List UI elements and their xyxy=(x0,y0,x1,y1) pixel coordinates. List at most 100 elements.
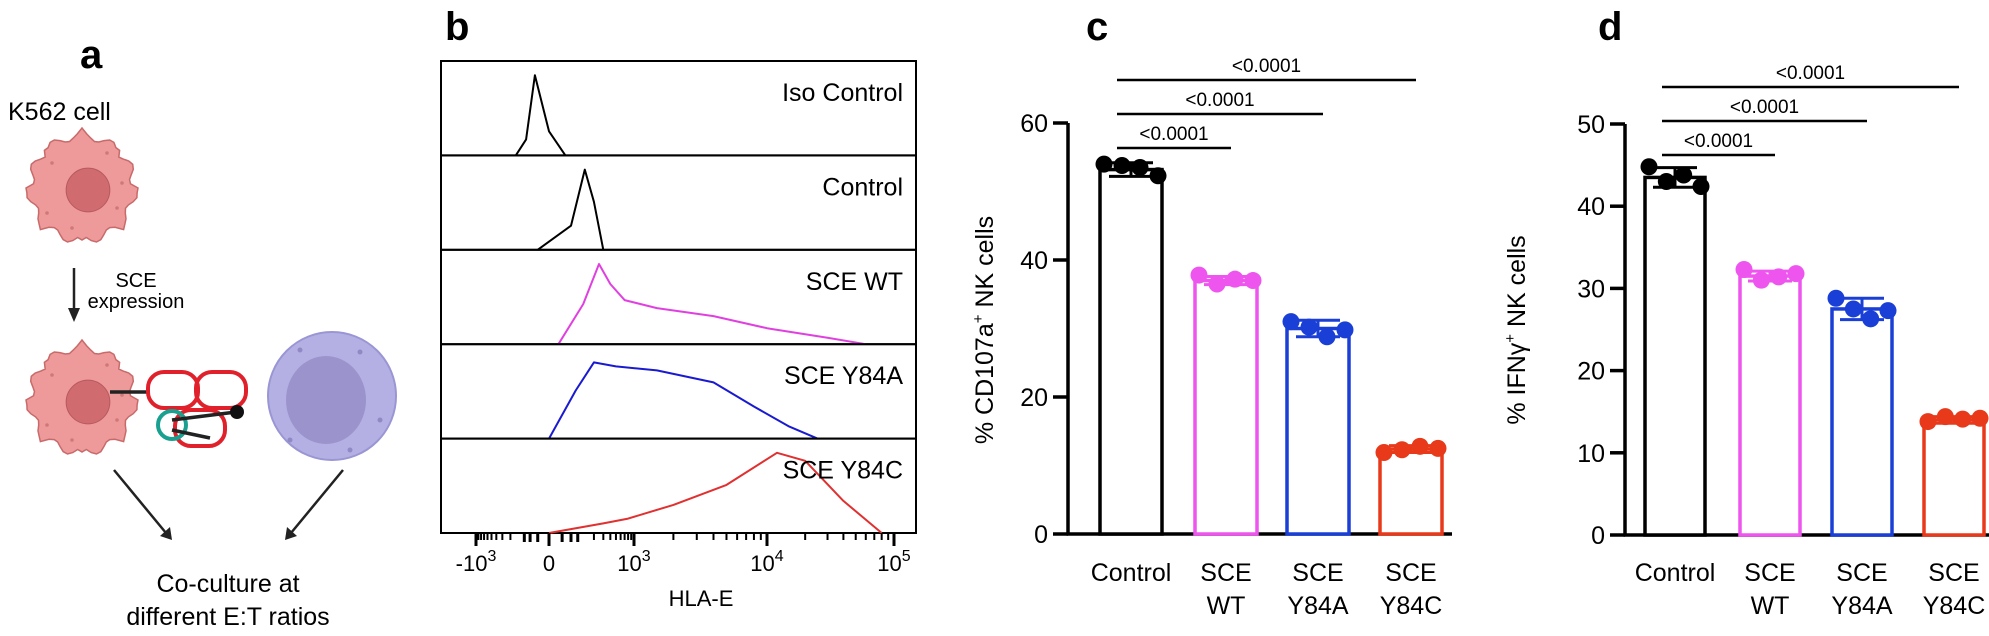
panel-d-bar-chart: d 0 10 20 30 40 50 % IFNγ+ NK cells Control SCE WT… xyxy=(1502,5,1989,620)
p-value-label: <0.0001 xyxy=(1232,56,1301,77)
data-point xyxy=(1640,158,1658,176)
panel-c-bar-chart: c 0 20 40 60 % CD107a+ NK cells Control SCE WT SC… xyxy=(970,5,1452,620)
data-point xyxy=(1190,266,1208,284)
panel-letter-d: d xyxy=(1598,5,1622,49)
category-label: WT xyxy=(1751,592,1790,620)
data-point xyxy=(1844,300,1862,318)
arrow-head-icon xyxy=(68,308,80,322)
panel-letter-c: c xyxy=(1086,5,1108,49)
bar xyxy=(1193,278,1259,536)
k562-cell-icon xyxy=(25,126,139,243)
data-point xyxy=(1244,272,1262,290)
data-point xyxy=(1208,275,1226,293)
data-point xyxy=(1879,302,1897,320)
sce-label: SCE xyxy=(115,270,156,292)
y-tick-label: 20 xyxy=(1577,358,1605,386)
category-label: SCE xyxy=(1836,559,1887,587)
category-label: SCE xyxy=(1744,559,1795,587)
sample-label: Iso Control xyxy=(782,79,903,107)
category-label: SCE xyxy=(1928,559,1979,587)
y-axis-label: % CD107a+ NK cells xyxy=(970,216,999,444)
y-tick-label: 0 xyxy=(1591,522,1605,550)
data-point xyxy=(1226,270,1244,288)
category-label: Y84C xyxy=(1923,592,1986,620)
data-point xyxy=(1336,321,1354,339)
nk-cell-icon xyxy=(267,331,397,461)
data-point xyxy=(1318,328,1336,346)
data-point xyxy=(1692,177,1710,195)
bar xyxy=(1378,447,1444,536)
data-point xyxy=(1411,437,1429,455)
y-tick-label: 50 xyxy=(1577,111,1605,139)
data-point xyxy=(1954,410,1972,428)
data-point xyxy=(1113,156,1131,174)
sample-label: SCE Y84A xyxy=(784,362,903,390)
data-point xyxy=(1752,271,1770,289)
p-value-label: <0.0001 xyxy=(1139,124,1208,145)
panel-a: a K562 cell SCE expression xyxy=(8,33,397,631)
x-tick-label: 104 xyxy=(750,548,783,576)
arrow-right-merge-icon xyxy=(285,469,344,540)
data-point xyxy=(1095,155,1113,173)
data-point xyxy=(1675,166,1693,184)
data-point xyxy=(1862,310,1880,328)
data-point xyxy=(1827,289,1845,307)
bar xyxy=(1285,326,1351,536)
bar xyxy=(1738,274,1802,537)
data-point xyxy=(1393,441,1411,459)
p-value-label: <0.0001 xyxy=(1730,97,1799,118)
y-tick-label: 20 xyxy=(1020,384,1048,412)
bar xyxy=(1830,307,1894,537)
x-tick-label: -103 xyxy=(456,548,497,576)
data-point xyxy=(1919,413,1937,431)
sample-label: SCE Y84C xyxy=(783,457,903,485)
histogram-curve xyxy=(557,263,866,346)
x-tick-label: 103 xyxy=(617,548,650,576)
x-tick-label: 0 xyxy=(543,551,555,576)
y-tick-label: 40 xyxy=(1577,193,1605,221)
category-label: Y84A xyxy=(1831,592,1892,620)
data-point xyxy=(1735,260,1753,278)
y-tick-label: 40 xyxy=(1020,247,1048,275)
data-point xyxy=(1429,439,1447,457)
histogram-curve xyxy=(514,74,567,156)
data-point xyxy=(1282,313,1300,331)
histogram-row xyxy=(440,343,917,440)
y-tick-label: 0 xyxy=(1034,521,1048,549)
data-point xyxy=(1131,159,1149,177)
bar xyxy=(1922,418,1986,537)
y-tick-label: 60 xyxy=(1020,110,1048,138)
histogram-curve xyxy=(548,361,818,440)
category-label: WT xyxy=(1207,592,1246,620)
category-label: SCE xyxy=(1385,559,1436,587)
data-point xyxy=(1149,167,1167,185)
category-label: Control xyxy=(1635,559,1716,587)
category-label: SCE xyxy=(1200,559,1251,587)
x-axis-label: HLA-E xyxy=(669,586,734,611)
et-ratio-label: different E:T ratios xyxy=(126,603,329,631)
bar xyxy=(1098,167,1164,536)
bar xyxy=(1643,175,1707,537)
sample-label: SCE WT xyxy=(806,268,903,296)
y-tick-label: 10 xyxy=(1577,440,1605,468)
data-point xyxy=(1300,318,1318,336)
coculture-label: Co-culture at xyxy=(156,570,299,598)
category-label: Control xyxy=(1091,559,1172,587)
arrow-left-merge-icon xyxy=(113,469,172,540)
p-value-label: <0.0001 xyxy=(1776,63,1845,84)
category-label: Y84C xyxy=(1380,592,1443,620)
histogram-row xyxy=(440,248,917,346)
panel-letter-a: a xyxy=(80,33,103,77)
data-point xyxy=(1936,408,1954,426)
data-point xyxy=(1971,409,1989,427)
histogram-row xyxy=(440,60,917,157)
data-point xyxy=(1657,173,1675,191)
y-axis-label: % IFNγ+ NK cells xyxy=(1502,235,1531,424)
category-label: Y84A xyxy=(1287,592,1348,620)
y-tick-label: 30 xyxy=(1577,275,1605,303)
expression-label: expression xyxy=(88,291,185,313)
x-tick-label: 105 xyxy=(877,548,910,576)
panel-letter-b: b xyxy=(445,5,469,49)
histogram-row xyxy=(440,154,917,251)
